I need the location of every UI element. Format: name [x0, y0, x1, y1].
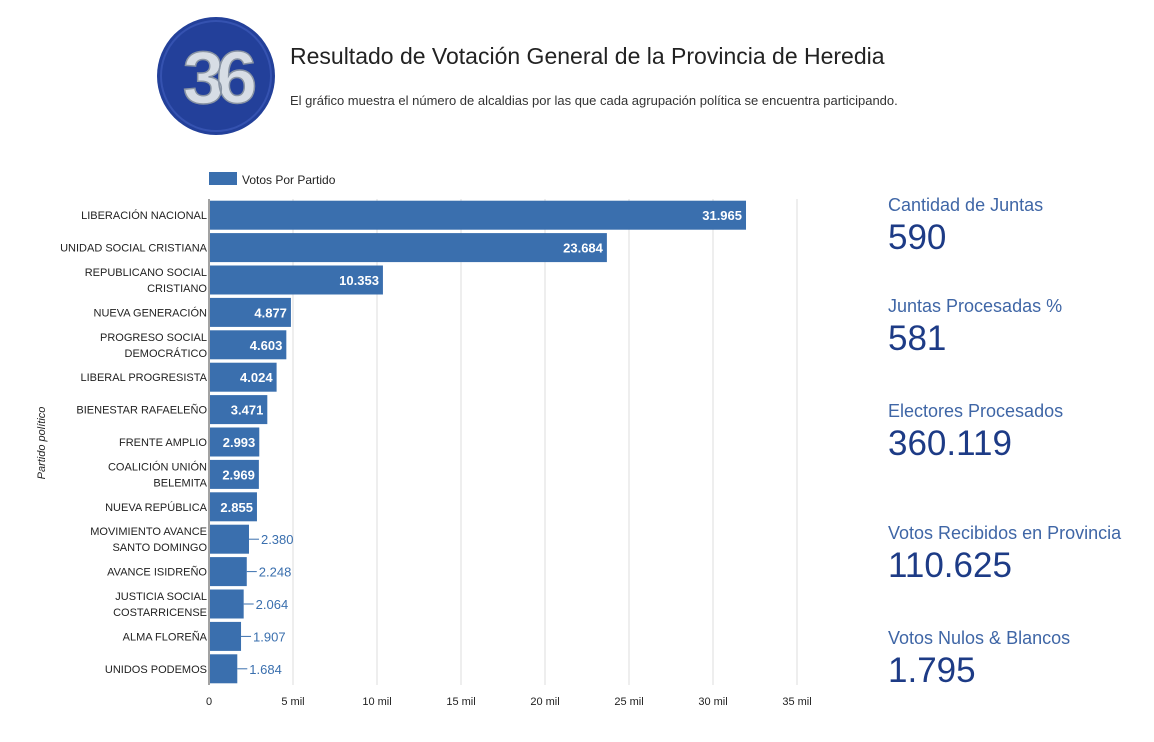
value-label: 23.684	[563, 241, 604, 256]
y-axis-label: Partido político	[36, 407, 48, 480]
legend-label: Votos Por Partido	[242, 173, 336, 187]
stat-value: 360.119	[888, 424, 1012, 463]
value-label: 2.380	[261, 532, 294, 547]
legend-swatch	[209, 172, 237, 185]
bar[interactable]	[210, 427, 260, 457]
value-label: 31.965	[702, 208, 742, 223]
bar[interactable]	[210, 297, 291, 327]
stat-value: 590	[888, 218, 947, 257]
category-label: REPUBLICANO SOCIAL CRISTIANO	[85, 267, 208, 295]
stat-label: Votos Recibidos en Provincia	[888, 523, 1122, 543]
category-label: MOVIMIENTO AVANCE SANTO DOMINGO	[90, 526, 207, 554]
category-label: COALICIÓN UNIÓN BELEMITA	[108, 460, 208, 489]
category-label: UNIDAD SOCIAL CRISTIANA	[60, 243, 208, 255]
stat-label: Cantidad de Juntas	[888, 195, 1044, 215]
stat-cantidad-juntas: Cantidad de Juntas 590	[888, 195, 1043, 258]
stat-value: 581	[888, 319, 947, 358]
bar[interactable]	[210, 330, 287, 360]
value-label: 2.855	[220, 500, 253, 515]
category-label: LIBERACIÓN NACIONAL	[81, 209, 207, 222]
x-tick-label: 0	[206, 696, 212, 708]
value-label: 1.684	[249, 662, 282, 677]
category-label: AVANCE ISIDREÑO	[107, 566, 207, 579]
stat-label: Juntas Procesadas %	[888, 296, 1063, 316]
bar-chart: Votos Por Partido LIBERACIÓN NACIONAL UNI…	[36, 172, 812, 708]
bar[interactable]	[210, 233, 607, 263]
logo-ring	[157, 17, 275, 135]
category-label: PROGRESO SOCIAL DEMOCRÁTICO	[100, 332, 207, 360]
category-label: BIENESTAR RAFAELEÑO	[76, 404, 207, 417]
stat-votos-recibidos: Votos Recibidos en Provincia 110.625	[888, 523, 1121, 586]
category-label: UNIDOS PODEMOS	[105, 664, 207, 676]
stat-label: Votos Nulos & Blancos	[888, 628, 1071, 648]
bar[interactable]	[210, 654, 238, 684]
stat-juntas-procesadas: Juntas Procesadas % 581	[888, 296, 1062, 359]
chart-value-labels: 31.965 23.684 10.353 4.877 4.603 4.024 3.471 2.…	[220, 208, 742, 677]
category-label: JUSTICIA SOCIAL COSTARRICENSE	[113, 591, 207, 619]
value-label: 10.353	[339, 273, 379, 288]
bar[interactable]	[210, 557, 247, 587]
stat-value: 110.625	[888, 546, 1012, 585]
value-label: 1.907	[253, 629, 286, 644]
bar[interactable]	[210, 459, 259, 489]
stat-votos-nulos-blancos: Votos Nulos & Blancos 1.795	[888, 628, 1070, 691]
category-label: FRENTE AMPLIO	[119, 437, 207, 449]
bar[interactable]	[210, 621, 242, 651]
value-label: 4.877	[254, 305, 287, 320]
x-tick-label: 35 mil	[782, 696, 811, 708]
bar[interactable]	[210, 265, 383, 295]
x-tick-label: 5 mil	[281, 696, 304, 708]
x-tick-label: 10 mil	[362, 696, 391, 708]
value-label: 2.248	[259, 565, 292, 580]
logo: 36	[157, 17, 275, 135]
bar[interactable]	[210, 492, 257, 522]
chart-x-tick-labels: 0 5 mil 10 mil 15 mil 20 mil 25 mil 30 mil 35 m…	[206, 696, 812, 708]
category-label: NUEVA REPÚBLICA	[105, 501, 208, 514]
bar[interactable]	[210, 362, 277, 392]
stat-electores-procesados: Electores Procesados 360.119	[888, 401, 1063, 464]
stat-label: Electores Procesados	[888, 401, 1064, 421]
bar[interactable]	[210, 395, 268, 425]
x-tick-label: 15 mil	[446, 696, 475, 708]
value-label: 4.603	[250, 338, 283, 353]
logo-inner-ring	[160, 20, 272, 132]
x-tick-label: 30 mil	[698, 696, 727, 708]
chart-category-labels: LIBERACIÓN NACIONAL UNIDAD SOCIAL CRISTIA…	[60, 209, 208, 676]
bar[interactable]	[210, 200, 747, 230]
category-label: LIBERAL PROGRESISTA	[80, 372, 207, 384]
bar[interactable]	[210, 589, 244, 619]
value-label: 2.993	[223, 435, 256, 450]
category-label: NUEVA GENERACIÓN	[94, 306, 208, 319]
category-label: ALMA FLOREÑA	[123, 630, 208, 643]
stat-value: 1.795	[888, 651, 976, 690]
page-title: Resultado de Votación General de la Prov…	[290, 43, 885, 69]
value-label: 2.969	[222, 467, 255, 482]
logo-text: 36	[183, 36, 255, 119]
page-subtitle: El gráfico muestra el número de alcaldia…	[290, 93, 898, 108]
chart-legend[interactable]: Votos Por Partido	[209, 172, 336, 187]
chart-bars	[210, 200, 747, 684]
value-label: 2.064	[256, 597, 289, 612]
value-label: 3.471	[231, 403, 264, 418]
x-tick-label: 25 mil	[614, 696, 643, 708]
value-label: 4.024	[240, 370, 273, 385]
x-tick-label: 20 mil	[530, 696, 559, 708]
bar[interactable]	[210, 524, 249, 554]
